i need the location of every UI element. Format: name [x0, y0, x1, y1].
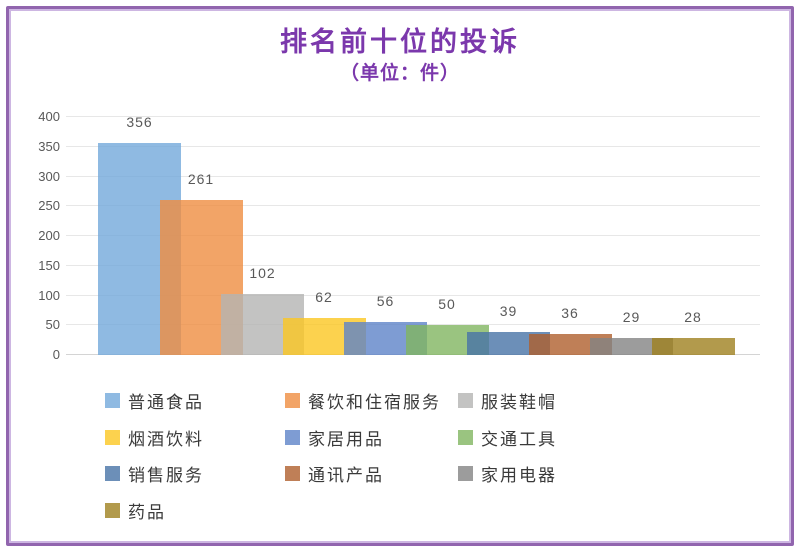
legend-item: 通讯产品	[285, 463, 384, 485]
legend-item: 药品	[105, 500, 166, 522]
legend-swatch-icon	[458, 392, 473, 408]
legend-item: 普通食品	[105, 390, 204, 412]
legend-label: 服装鞋帽	[481, 392, 557, 412]
legend-swatch-icon	[285, 392, 300, 408]
plot-area: 356 261 102 62 56 50 39 36 29 28	[66, 114, 760, 355]
gridline	[66, 116, 760, 117]
bar-data-label: 102	[249, 265, 276, 281]
bar-data-label: 28	[684, 309, 702, 325]
y-axis-tick: 150	[38, 257, 60, 273]
y-axis-tick: 0	[52, 347, 60, 362]
legend-label: 药品	[128, 502, 166, 522]
legend-label: 餐饮和住宿服务	[308, 392, 441, 412]
legend-item: 家用电器	[458, 463, 557, 485]
y-axis-tick: 400	[38, 109, 60, 124]
bar-data-label: 56	[376, 293, 395, 309]
legend-swatch-icon	[105, 429, 120, 445]
legend-swatch-icon	[285, 429, 300, 445]
legend-item: 服装鞋帽	[458, 390, 557, 412]
y-axis-tick: 350	[38, 138, 60, 154]
legend-label: 交通工具	[481, 429, 557, 449]
y-axis: 0 50 100 150 200 250 300 350 400	[18, 109, 60, 362]
bar-data-label: 39	[499, 303, 518, 319]
legend-swatch-icon	[285, 465, 300, 481]
bar-data-label: 50	[438, 296, 456, 312]
gridline	[66, 175, 760, 177]
bar-data-label: 62	[315, 289, 333, 305]
legend-swatch-icon	[458, 465, 473, 481]
legend-label: 销售服务	[128, 465, 204, 485]
gridline	[66, 264, 760, 266]
legend-label: 家居用品	[308, 429, 384, 449]
chart-title: 排名前十位的投诉	[280, 27, 520, 57]
legend-item: 销售服务	[105, 463, 204, 485]
y-axis-tick: 200	[38, 228, 60, 243]
legend-label: 烟酒饮料	[128, 429, 204, 449]
legend-item: 家居用品	[285, 427, 384, 449]
legend-swatch-icon	[458, 429, 473, 445]
gridline	[66, 294, 760, 296]
legend-swatch-icon	[105, 392, 120, 408]
bar	[651, 338, 735, 355]
legend-label: 普通食品	[128, 392, 204, 412]
legend-label: 家用电器	[481, 465, 557, 485]
y-axis-tick: 300	[38, 168, 60, 184]
gridline	[66, 235, 760, 236]
y-axis-tick: 100	[38, 287, 60, 303]
gridline	[66, 205, 760, 207]
bar-data-label: 36	[561, 305, 579, 321]
legend-label: 通讯产品	[308, 465, 384, 485]
legend-item: 烟酒饮料	[105, 427, 204, 449]
legend-item: 餐饮和住宿服务	[285, 390, 441, 412]
y-axis-tick: 250	[38, 198, 60, 214]
bar-data-label: 29	[622, 309, 641, 325]
y-axis-tick: 50	[45, 317, 60, 333]
chart-subtitle: （单位：件）	[339, 63, 460, 84]
legend-swatch-icon	[105, 502, 120, 518]
bar-data-label: 356	[126, 114, 153, 130]
bar-data-label: 261	[187, 171, 215, 187]
legend-swatch-icon	[105, 465, 120, 481]
gridline	[66, 145, 760, 147]
legend-item: 交通工具	[458, 427, 557, 449]
